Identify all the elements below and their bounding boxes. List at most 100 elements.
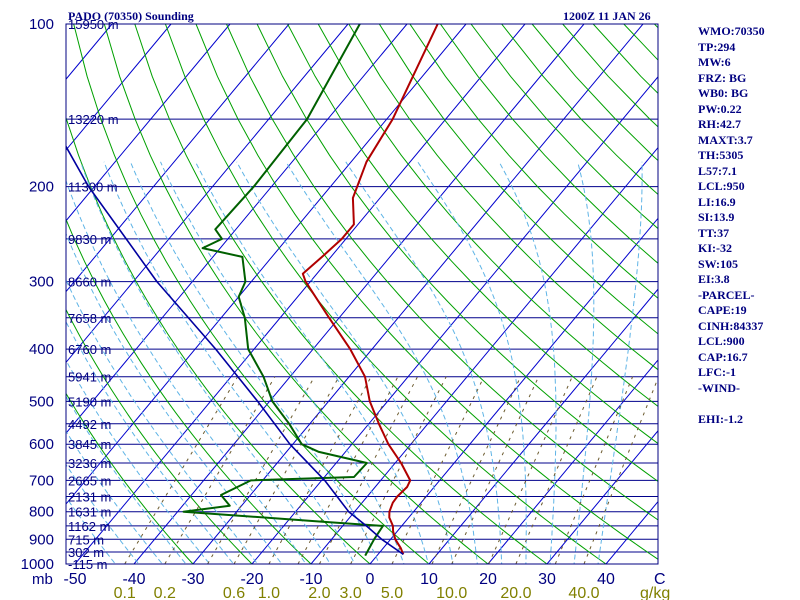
moist-adiabat: [129, 161, 380, 564]
moist-adiabat: [66, 496, 117, 564]
isotherm: [133, 24, 585, 564]
dry-adiabat: [103, 24, 489, 564]
temperature-axis: -50 -40 -30 -20 -10 0 10 20 30 40: [63, 571, 615, 588]
stat-item: CINH:84337: [698, 318, 764, 333]
moist-adiabat: [573, 161, 595, 564]
height-label: 13220 m: [68, 112, 119, 127]
pressure-axis: 100 200 300 400 500 600 700 800 900 1000: [21, 16, 54, 573]
isotherm: [546, 430, 658, 564]
stat-item: LFC:-1: [698, 365, 736, 379]
dry-adiabat: [378, 24, 658, 335]
isotherm: [66, 24, 408, 434]
moist-adiabat: [236, 161, 454, 564]
moist-adiabat: [417, 161, 527, 564]
dry-adiabat: [226, 24, 658, 521]
isotherm: [66, 24, 172, 151]
stat-item: MAXT:3.7: [698, 132, 753, 147]
moist-adiabat: [66, 463, 140, 564]
plot-frame: [65, 23, 659, 565]
stat-item: CAP:16.7: [698, 349, 748, 364]
temperature-tick-label: -50: [63, 571, 86, 588]
mixing-ratio-line: [297, 376, 399, 564]
height-label: 3845 m: [68, 437, 111, 452]
mixing-ratio-label: 10.0: [436, 585, 467, 600]
temperature-unit-label: C: [654, 571, 666, 588]
height-label: -115 m: [68, 557, 108, 572]
pressure-tick-label: 400: [29, 341, 54, 358]
dry-adiabat: [66, 392, 194, 564]
height-label: 11300 m: [68, 180, 118, 195]
pressure-tick-label: 600: [29, 436, 54, 453]
isotherm: [66, 24, 231, 222]
stat-item: LCL:950: [698, 179, 745, 193]
stat-item: RH:42.7: [698, 117, 741, 131]
moist-adiabat: [66, 430, 163, 564]
sounding-traces: [66, 24, 439, 557]
stat-item: MW:6: [698, 55, 731, 69]
stat-item: -WIND-: [698, 380, 740, 395]
mixing-ratio-line: [268, 376, 372, 564]
isotherm: [66, 24, 349, 364]
moist-adiabat: [80, 161, 331, 564]
dry-adiabat: [409, 24, 658, 299]
stat-item: L57:7.1: [698, 163, 737, 178]
mixing-ratio-unit-label: g/kg: [640, 585, 670, 600]
chart-title: PADO (70350) Sounding: [68, 9, 194, 23]
stat-item: LI:16.9: [698, 194, 736, 209]
mixing-ratio-line: [318, 376, 418, 564]
moist-adiabat: [498, 161, 557, 564]
height-label: 9830 m: [68, 232, 111, 247]
moist-adiabat: [597, 161, 643, 564]
temperature-tick-label: 10: [420, 571, 438, 588]
chart-time: 1200Z 11 JAN 26: [563, 9, 651, 23]
dry-adiabat: [164, 24, 607, 564]
dry-adiabat: [439, 24, 658, 264]
dry-adiabat: [66, 308, 253, 564]
stat-item: WB0: BG: [698, 86, 749, 100]
height-labels: 15950 m 13220 m 11300 m 9830 m 8660 m 7658 m 6…: [68, 17, 119, 572]
dry-adiabat: [195, 24, 658, 560]
height-label: 1162 m: [68, 519, 110, 534]
isotherm: [369, 217, 658, 564]
mixing-ratio-label: 1.0: [258, 585, 280, 600]
height-label: 8660 m: [68, 275, 111, 290]
pressure-tick-label: 100: [29, 16, 54, 33]
height-label: 1631 m: [68, 505, 111, 520]
stat-item: EHI:-1.2: [698, 411, 743, 426]
stat-item: PW:0.22: [698, 101, 742, 116]
stat-item: TP:294: [698, 39, 736, 54]
isotherm: [192, 24, 644, 564]
pressure-tick-label: 300: [29, 274, 54, 291]
temperature-tick-label: 20: [479, 571, 497, 588]
isotherm: [74, 24, 526, 564]
mixing-ratio-label: 0.6: [223, 585, 245, 600]
mixing-ratio-line: [583, 376, 658, 564]
pressure-tick-label: 500: [29, 393, 54, 410]
mixing-ratio-line: [164, 376, 276, 564]
temperature-tick-label: 0: [366, 571, 375, 588]
mixing-ratio-label: 40.0: [568, 585, 599, 600]
height-label: 3236 m: [68, 456, 111, 471]
pressure-tick-label: 700: [29, 472, 54, 489]
isotherm: [66, 24, 290, 293]
height-label: 715 m: [68, 532, 104, 547]
stat-item: [698, 396, 765, 412]
stat-item: WMO:70350: [698, 24, 765, 38]
mixing-ratio-line: [233, 376, 340, 564]
isotherm: [487, 359, 658, 564]
moist-adiabat: [66, 395, 187, 564]
mixing-ratio-line: [391, 376, 485, 564]
stat-item: CAPE:19: [698, 303, 747, 317]
stat-item: SI:13.9: [698, 210, 735, 224]
dewpoint-line: [182, 24, 384, 557]
height-label: 7658 m: [68, 311, 111, 326]
dry-adiabat: [317, 24, 658, 407]
dry-adiabat: [348, 24, 658, 371]
mixing-ratio-line: [431, 376, 522, 564]
moist-adiabat: [194, 161, 429, 564]
stat-item: EI:3.8: [698, 272, 730, 286]
mixing-ratio-line: [515, 376, 598, 564]
moist-adiabat: [66, 359, 211, 564]
pressure-tick-label: 800: [29, 504, 54, 521]
